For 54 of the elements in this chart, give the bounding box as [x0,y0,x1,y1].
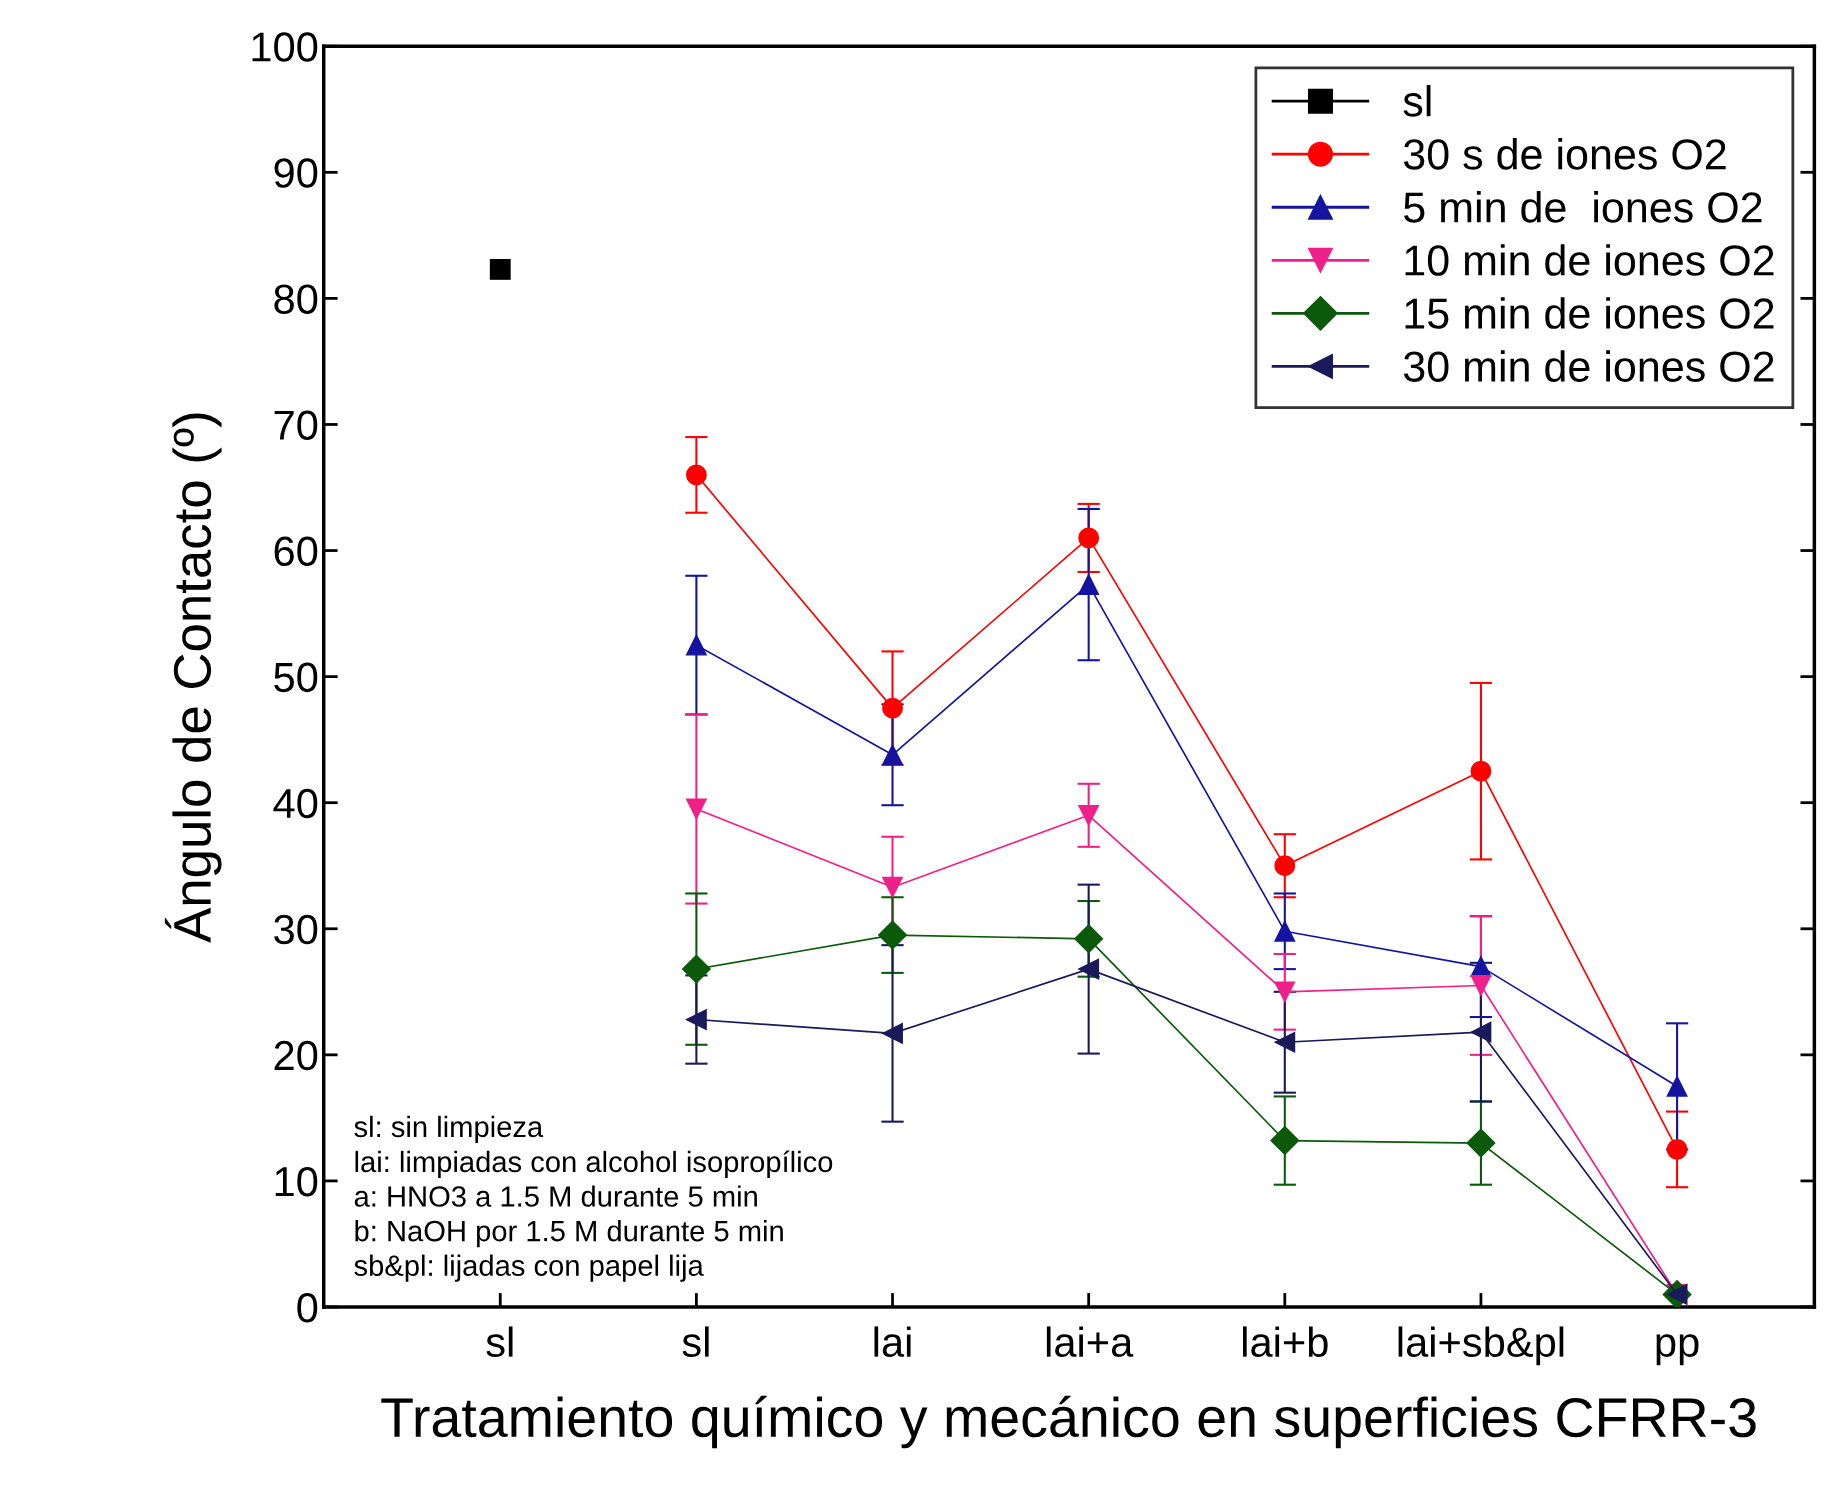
point [1078,804,1100,826]
x-tick-label: lai+sb&pl [1398,1326,1564,1366]
point [882,744,903,766]
point [1078,574,1100,596]
y-tick-label: 20 [274,1040,318,1071]
point [681,954,711,984]
y-tick-label: 100 [252,32,318,62]
point [882,697,903,719]
point [1074,924,1104,954]
point [1078,958,1100,980]
y-tick-label: 30 [274,914,318,945]
point [882,876,903,898]
x-tick-label: lai+a [1046,1326,1134,1358]
x-tick-label: sl [486,1326,513,1358]
x-tick-label: lai+b [1243,1326,1328,1358]
x-tick-label: sl [682,1326,709,1358]
legend-label: 30 min de iones O2 [1403,350,1774,382]
point [1078,527,1100,549]
annotation: sl: sin limpieza lai: limpiadas con alcohol isopropílico a: HNO3 a 1.5 M durante 5 min b: NaOH por 1.5 M durante 5 min sb&pl: lijadas con papel lija [354,1115,833,1282]
point [1274,855,1296,877]
legend-label: 5 min de iones O2 [1403,191,1762,223]
legend-label: 10 min de iones O2 [1405,244,1774,276]
point [882,1022,903,1044]
x-tick-label: pp [1656,1334,1699,1366]
point [1666,1075,1688,1097]
point [1470,760,1492,782]
y-tick-label: 70 [274,410,318,440]
point [1466,1128,1496,1158]
point [685,1009,707,1030]
point [489,258,511,280]
y-tick-label: 0 [297,1292,318,1323]
y-axis-title: Ángulo de Contacto (º) [164,413,222,943]
x-tick-label: lai [874,1326,911,1358]
y-tick-label: 50 [274,662,318,693]
y-tick-label: 10 [275,1166,318,1197]
point [1470,1021,1492,1043]
point [878,920,907,950]
point [685,464,707,486]
point [685,634,707,656]
y-tick-label: 80 [274,284,318,314]
y-tick-label: 40 [273,788,318,819]
point [1270,1126,1300,1156]
point [685,798,707,820]
point [1274,920,1296,942]
legend-label: 15 min de iones O2 [1405,297,1774,329]
y-tick-label: 90 [274,158,318,188]
point [1274,1031,1296,1053]
point [1274,981,1296,1003]
legend-label: sl [1403,85,1431,117]
legend-label: 30 s de iones O2 [1403,138,1726,170]
point [1666,1138,1688,1160]
y-tick-label: 60 [274,536,318,567]
x-axis-title: Tratamiento químico y mecánico en superficies CFRR-3 [381,1395,1756,1449]
point [1470,975,1492,996]
